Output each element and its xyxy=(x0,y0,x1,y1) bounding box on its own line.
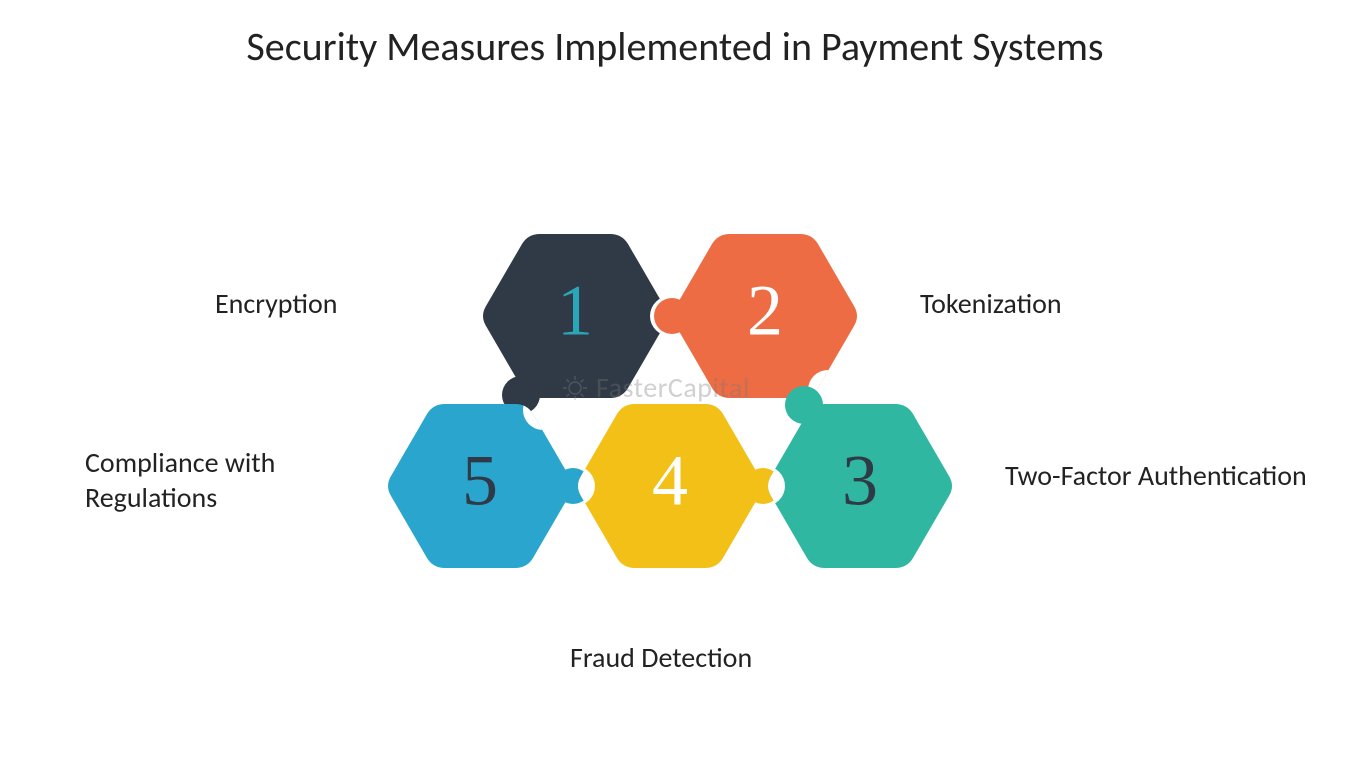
label-tokenization: Tokenization xyxy=(920,286,1062,321)
hex-piece-3: 3 xyxy=(765,400,955,570)
hex-number-1: 1 xyxy=(557,269,593,352)
label-fraud-detection: Fraud Detection xyxy=(570,640,752,675)
label-encryption: Encryption xyxy=(215,286,337,321)
watermark-text: FasterCapital xyxy=(596,370,750,405)
hex-number-3: 3 xyxy=(842,439,878,522)
hex-number-4: 4 xyxy=(652,439,688,522)
hex-2-tab-left xyxy=(650,294,694,338)
hex-piece-4: 4 xyxy=(575,400,765,570)
hex-3-tab-tl xyxy=(781,382,827,428)
label-two-factor: Two-Factor Authentication xyxy=(1005,458,1307,493)
label-compliance: Compliance with Regulations xyxy=(85,445,345,515)
hex-number-2: 2 xyxy=(747,269,783,352)
hex-number-5: 5 xyxy=(462,439,498,522)
diagram-stage: 1 2 5 xyxy=(0,0,1350,759)
hex-piece-5: 5 xyxy=(385,400,575,570)
gear-icon xyxy=(560,373,590,403)
watermark: FasterCapital xyxy=(560,370,750,405)
